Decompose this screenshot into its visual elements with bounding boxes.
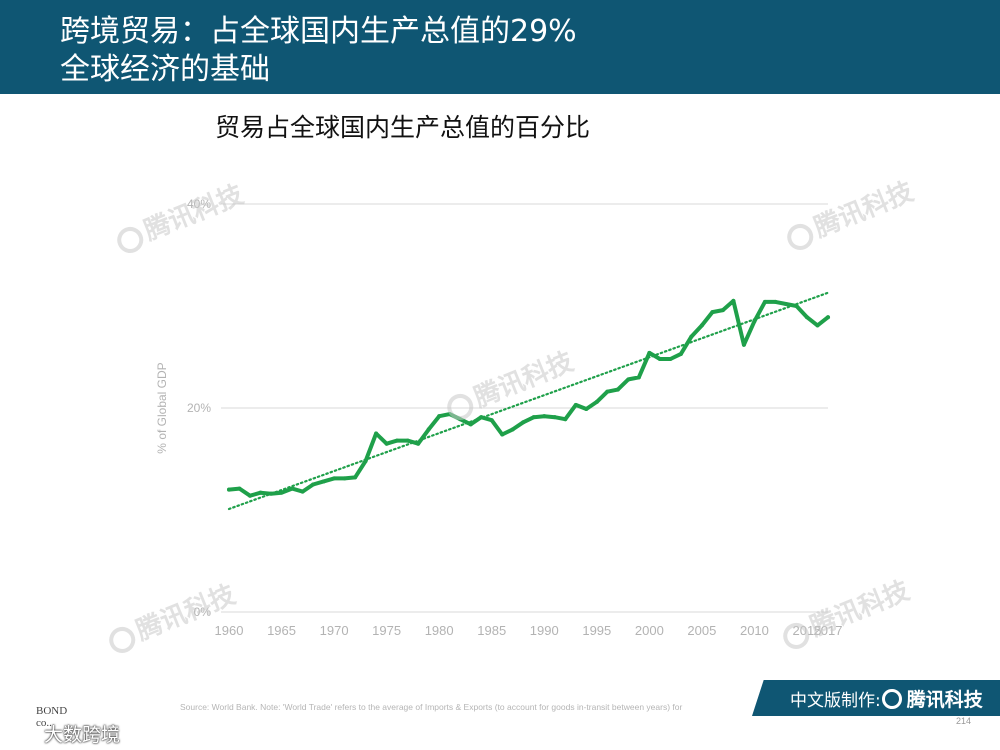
- data-point: [321, 479, 326, 484]
- x-tick-label: 1975: [372, 623, 401, 638]
- y-tick-label: 20%: [187, 401, 211, 415]
- data-point: [804, 315, 809, 320]
- credit-label: 中文版制作:: [790, 691, 881, 711]
- y-axis-label: % of Global GDP: [155, 362, 169, 453]
- data-point: [405, 438, 410, 443]
- data-point: [531, 415, 536, 420]
- data-point: [762, 299, 767, 304]
- x-tick-label: 1990: [530, 623, 559, 638]
- series-line: [227, 298, 830, 498]
- data-point: [489, 418, 494, 423]
- data-point: [615, 387, 620, 392]
- x-tick-label: 1960: [215, 623, 244, 638]
- data-point: [720, 308, 725, 313]
- data-point: [636, 375, 641, 380]
- x-tick-label: 1965: [267, 623, 296, 638]
- data-point: [363, 459, 368, 464]
- data-point: [815, 323, 820, 328]
- data-point: [741, 342, 746, 347]
- data-point: [794, 304, 799, 308]
- x-tick-label: 1995: [582, 623, 611, 638]
- chart-title: 贸易占全球国内生产总值的百分比: [215, 113, 591, 142]
- x-tick-label: 2017: [814, 623, 843, 638]
- data-point: [258, 490, 263, 495]
- data-point: [332, 476, 337, 481]
- x-tick-label: 1985: [477, 623, 506, 638]
- data-point: [342, 476, 347, 481]
- corner-brand: BOND co...: [36, 705, 68, 729]
- data-point: [668, 357, 673, 362]
- data-point: [300, 489, 305, 494]
- data-point: [437, 414, 442, 419]
- data-point: [395, 438, 400, 443]
- data-point: [605, 389, 610, 394]
- credit-banner-text: 中文版制作: 腾讯科技: [790, 685, 983, 712]
- x-tick-label: 2015: [793, 623, 822, 638]
- data-point: [657, 357, 662, 362]
- x-tick-label: 2000: [635, 623, 664, 638]
- corner-watermark: 大数跨境: [44, 724, 121, 746]
- data-point: [710, 310, 715, 315]
- data-point: [426, 427, 431, 432]
- data-point: [500, 432, 505, 437]
- data-point: [290, 486, 295, 491]
- data-point: [699, 323, 704, 328]
- data-point: [647, 350, 652, 355]
- data-point: [773, 299, 778, 304]
- data-point: [783, 301, 788, 306]
- y-tick-label: 40%: [187, 197, 211, 211]
- y-tick-label: 0%: [194, 605, 212, 619]
- data-point: [752, 319, 757, 324]
- data-point: [731, 298, 736, 303]
- tencent-logo-icon: [882, 689, 902, 709]
- data-point: [826, 315, 830, 320]
- data-point: [552, 415, 557, 420]
- source-note: Source: World Bank. Note: 'World Trade' …: [180, 702, 683, 712]
- data-point: [479, 415, 484, 420]
- data-point: [573, 402, 578, 407]
- data-point: [689, 334, 694, 339]
- data-point: [269, 491, 274, 496]
- data-point: [237, 486, 242, 491]
- x-tick-label: 1970: [320, 623, 349, 638]
- page-subtitle: 全球经济的基础: [60, 52, 270, 87]
- data-point: [416, 441, 421, 446]
- data-point: [374, 431, 379, 436]
- data-point: [279, 490, 284, 495]
- data-point: [248, 493, 253, 498]
- data-point: [353, 475, 358, 480]
- trend-line: [227, 291, 830, 511]
- data-point: [563, 417, 568, 422]
- credit-brand: 腾讯科技: [906, 689, 983, 711]
- page-title: 跨境贸易：占全球国内生产总值的29%: [60, 14, 577, 49]
- data-point: [626, 377, 631, 382]
- x-tick-label: 2005: [687, 623, 716, 638]
- x-tick-label: 1980: [425, 623, 454, 638]
- page-number: 214: [956, 716, 972, 726]
- data-point: [227, 487, 231, 492]
- x-tick-label: 2010: [740, 623, 769, 638]
- data-point: [468, 422, 473, 427]
- title-banner: 跨境贸易：占全球国内生产总值的29% 全球经济的基础: [0, 0, 1000, 94]
- data-point: [678, 351, 683, 356]
- data-point: [510, 427, 515, 432]
- data-point: [384, 441, 389, 446]
- data-point: [584, 407, 589, 412]
- data-point: [521, 420, 526, 425]
- data-point: [447, 412, 452, 417]
- data-point: [542, 414, 547, 419]
- data-point: [458, 417, 463, 422]
- data-point: [594, 399, 599, 404]
- data-point: [311, 482, 316, 487]
